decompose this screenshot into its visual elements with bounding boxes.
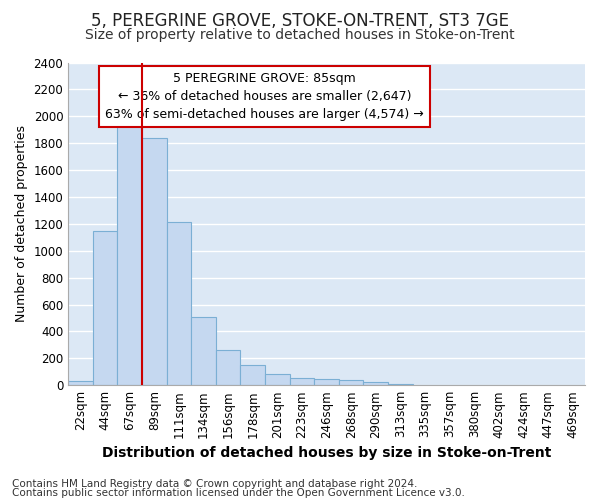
- Y-axis label: Number of detached properties: Number of detached properties: [15, 126, 28, 322]
- Bar: [388, 384, 413, 385]
- Bar: [241, 365, 265, 385]
- Text: Contains HM Land Registry data © Crown copyright and database right 2024.: Contains HM Land Registry data © Crown c…: [12, 479, 418, 489]
- Text: 5 PEREGRINE GROVE: 85sqm
← 36% of detached houses are smaller (2,647)
63% of sem: 5 PEREGRINE GROVE: 85sqm ← 36% of detach…: [105, 72, 424, 121]
- Text: Size of property relative to detached houses in Stoke-on-Trent: Size of property relative to detached ho…: [85, 28, 515, 42]
- Bar: [265, 374, 290, 385]
- Bar: [118, 123, 142, 385]
- Bar: [216, 350, 241, 385]
- Text: Contains public sector information licensed under the Open Government Licence v3: Contains public sector information licen…: [12, 488, 465, 498]
- Bar: [314, 379, 339, 385]
- Bar: [93, 230, 118, 385]
- Bar: [364, 382, 388, 385]
- X-axis label: Distribution of detached houses by size in Stoke-on-Trent: Distribution of detached houses by size …: [102, 446, 551, 460]
- Bar: [191, 316, 216, 385]
- Bar: [68, 381, 93, 385]
- Bar: [290, 378, 314, 385]
- Text: 5, PEREGRINE GROVE, STOKE-ON-TRENT, ST3 7GE: 5, PEREGRINE GROVE, STOKE-ON-TRENT, ST3 …: [91, 12, 509, 30]
- Bar: [339, 380, 364, 385]
- Bar: [142, 138, 167, 385]
- Bar: [167, 222, 191, 385]
